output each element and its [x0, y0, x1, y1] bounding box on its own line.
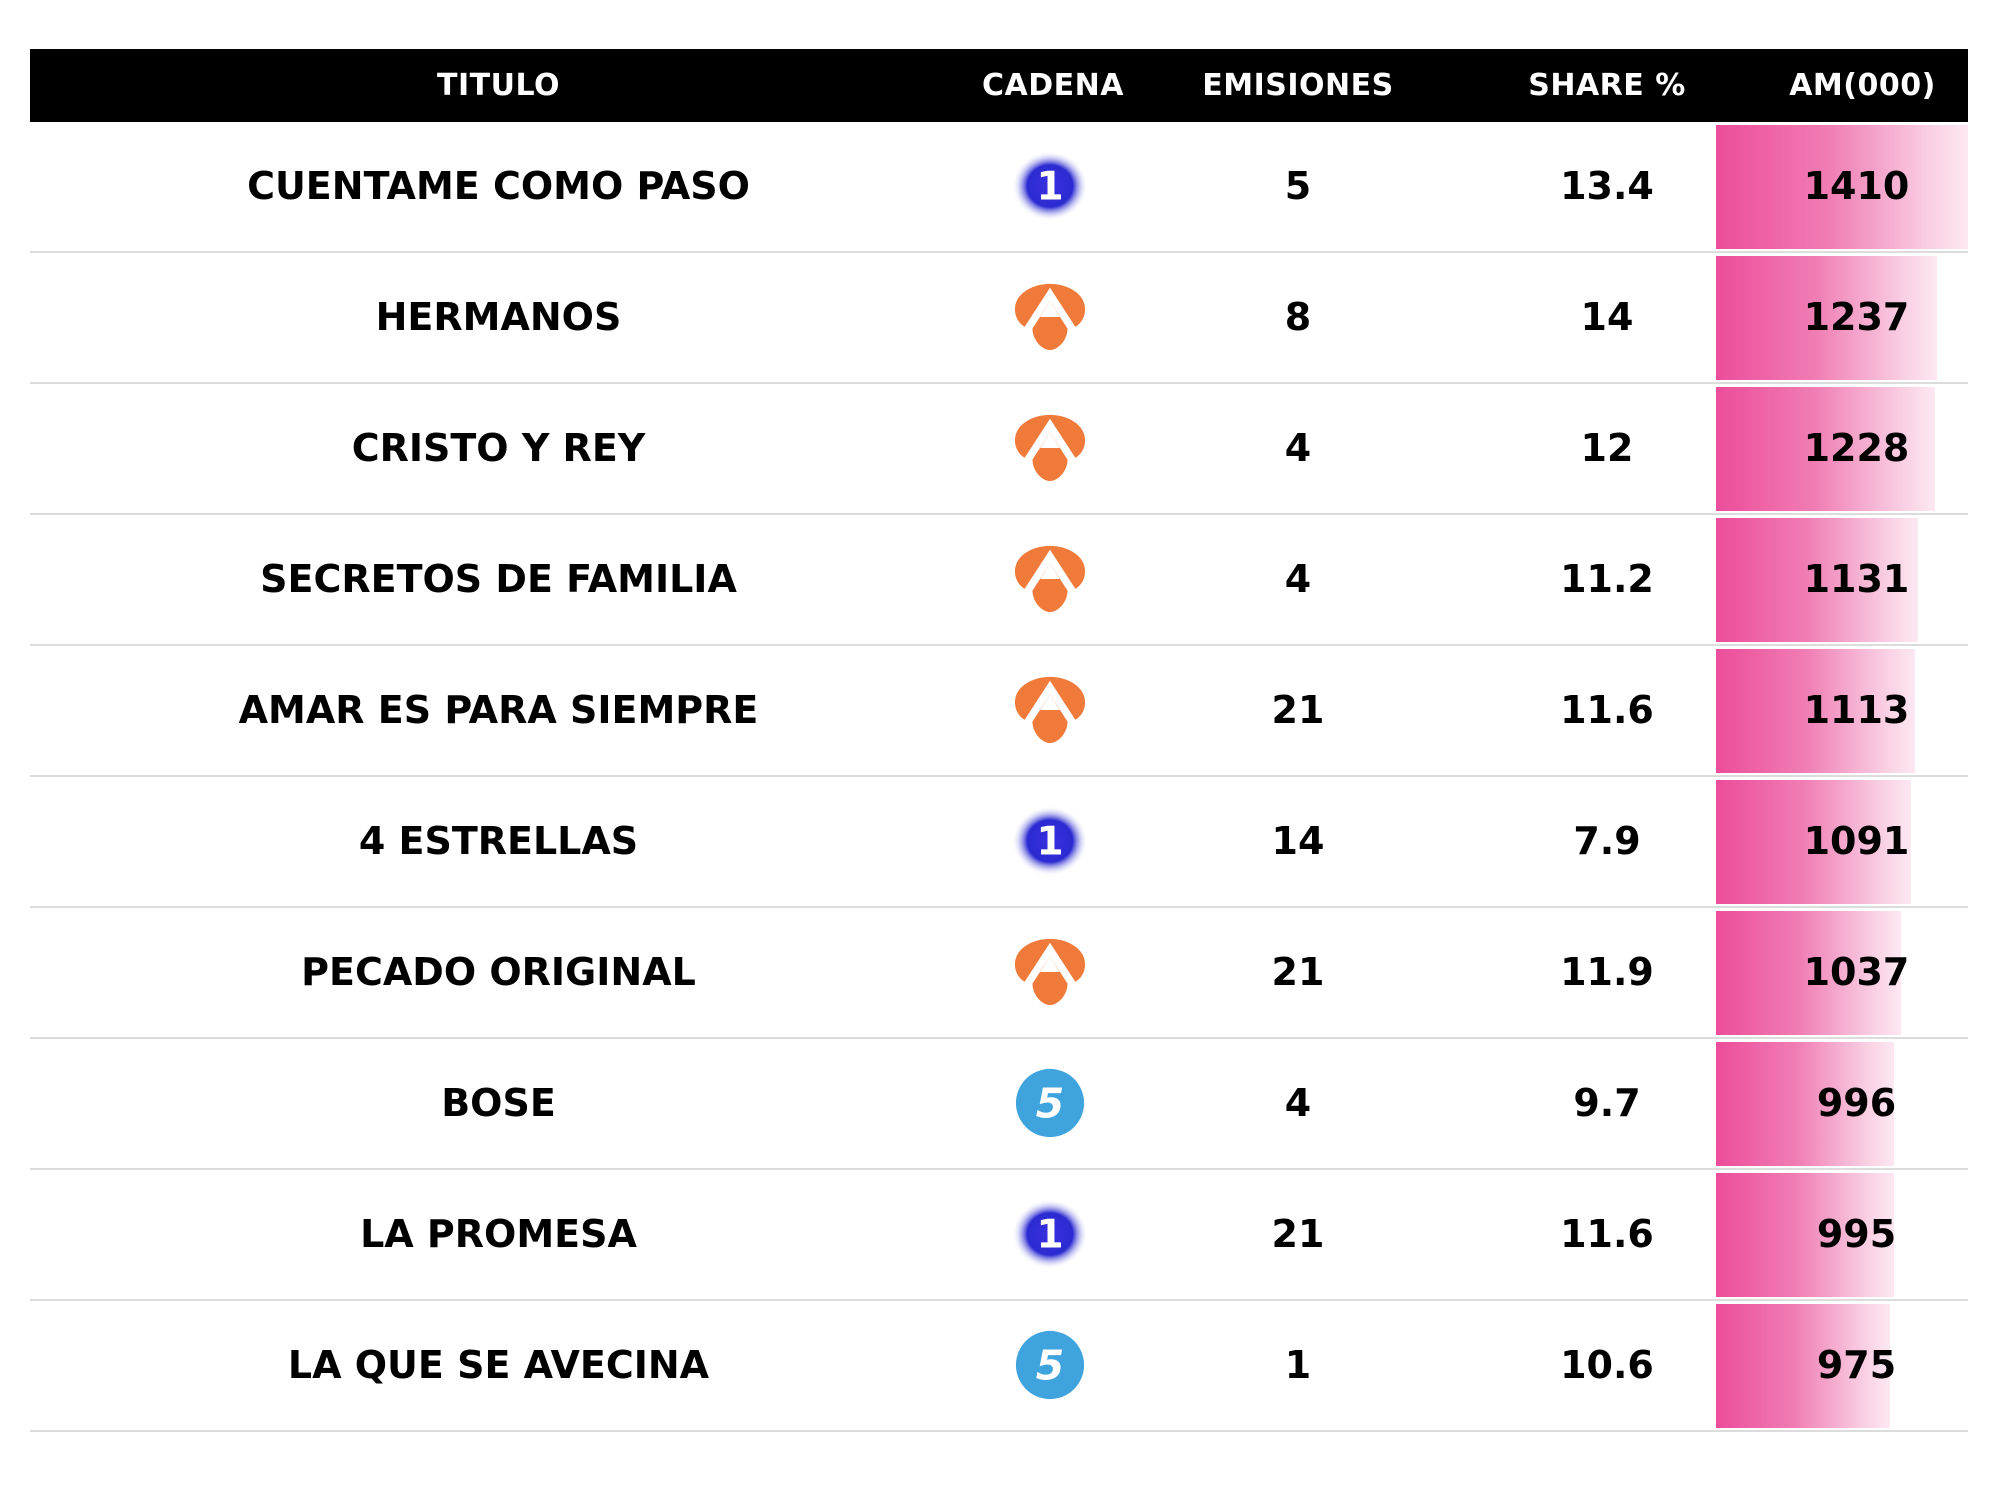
- la1-logo-icon: 1: [1011, 1197, 1089, 1271]
- emisiones-value: 1: [1284, 1343, 1312, 1387]
- program-title: LA QUE SE AVECINA: [287, 1343, 710, 1387]
- share-value: 11.9: [1560, 950, 1654, 994]
- emisiones-value: 4: [1284, 557, 1312, 601]
- header-titulo: TITULO: [437, 68, 560, 103]
- telecinco-logo-icon: 5: [1011, 1328, 1089, 1402]
- table-row: PECADO ORIGINAL 21 11.9 1037: [30, 908, 1968, 1039]
- program-title: HERMANOS: [375, 295, 622, 339]
- audience-value: 1410: [1803, 164, 1910, 208]
- audience-bar: [1716, 1173, 1894, 1297]
- audience-bar: [1716, 649, 1915, 773]
- audience-bar: [1716, 125, 1968, 249]
- audience-bar: [1716, 387, 1935, 511]
- svg-text:5: 5: [1036, 1080, 1064, 1128]
- audience-bar: [1716, 780, 1911, 904]
- audience-value: 975: [1816, 1343, 1897, 1387]
- emisiones-value: 5: [1284, 164, 1312, 208]
- table-row: HERMANOS 8 14 1237: [30, 253, 1968, 384]
- telecinco-logo-icon: 5: [1011, 1066, 1089, 1140]
- svg-text:1: 1: [1036, 820, 1063, 865]
- emisiones-value: 21: [1271, 950, 1325, 994]
- table-row: AMAR ES PARA SIEMPRE 21 11.6 1113: [30, 646, 1968, 777]
- table-header: TITULO CADENA EMISIONES SHARE % AM(000): [30, 49, 1968, 122]
- share-value: 10.6: [1560, 1343, 1654, 1387]
- audience-table: TITULO CADENA EMISIONES SHARE % AM(000) …: [30, 49, 1968, 1432]
- audience-value: 1113: [1803, 688, 1910, 732]
- emisiones-value: 4: [1284, 426, 1312, 470]
- table-row: LA QUE SE AVECINA 5 1 10.6 975: [30, 1301, 1968, 1432]
- audience-bar: [1716, 911, 1901, 1035]
- la1-logo-icon: 1: [1011, 149, 1089, 223]
- table-row: SECRETOS DE FAMILIA 4 11.2 1131: [30, 515, 1968, 646]
- table-row: 4 ESTRELLAS 1 14 7.9 1091: [30, 777, 1968, 908]
- program-title: SECRETOS DE FAMILIA: [260, 557, 737, 601]
- audience-value: 1228: [1803, 426, 1910, 470]
- share-value: 7.9: [1573, 819, 1641, 863]
- la1-logo-icon: 1: [1011, 804, 1089, 878]
- program-title: AMAR ES PARA SIEMPRE: [238, 688, 759, 732]
- header-cadena: CADENA: [982, 68, 1124, 103]
- svg-text:1: 1: [1036, 165, 1063, 210]
- program-title: BOSE: [441, 1081, 556, 1125]
- antena3-logo-icon: [1011, 411, 1089, 485]
- share-value: 9.7: [1573, 1081, 1641, 1125]
- svg-text:1: 1: [1036, 1213, 1063, 1258]
- program-title: LA PROMESA: [360, 1212, 637, 1256]
- share-value: 14: [1580, 295, 1634, 339]
- audience-value: 1131: [1803, 557, 1910, 601]
- share-value: 12: [1580, 426, 1634, 470]
- audience-value: 1037: [1803, 950, 1910, 994]
- antena3-logo-icon: [1011, 280, 1089, 354]
- program-title: CRISTO Y REY: [351, 426, 646, 470]
- table-row: CRISTO Y REY 4 12 1228: [30, 384, 1968, 515]
- audience-bar: [1716, 1042, 1894, 1166]
- header-am: AM(000): [1789, 68, 1936, 103]
- emisiones-value: 14: [1271, 819, 1325, 863]
- table-body: CUENTAME COMO PASO 1 5 13.4 1410 HERMANOS 8 14 1…: [30, 122, 1968, 1432]
- table-row: BOSE 5 4 9.7 996: [30, 1039, 1968, 1170]
- share-value: 11.6: [1560, 688, 1654, 732]
- antena3-logo-icon: [1011, 935, 1089, 1009]
- header-emisiones: EMISIONES: [1202, 68, 1394, 103]
- audience-value: 996: [1816, 1081, 1897, 1125]
- table-row: LA PROMESA 1 21 11.6 995: [30, 1170, 1968, 1301]
- audience-value: 995: [1816, 1212, 1897, 1256]
- share-value: 11.2: [1560, 557, 1654, 601]
- audience-value: 1237: [1803, 295, 1910, 339]
- antena3-logo-icon: [1011, 673, 1089, 747]
- share-value: 11.6: [1560, 1212, 1654, 1256]
- header-share: SHARE %: [1528, 68, 1686, 103]
- svg-text:5: 5: [1036, 1342, 1064, 1390]
- antena3-logo-icon: [1011, 542, 1089, 616]
- audience-bar: [1716, 1304, 1890, 1428]
- share-value: 13.4: [1560, 164, 1654, 208]
- audience-bar: [1716, 256, 1937, 380]
- emisiones-value: 8: [1284, 295, 1312, 339]
- program-title: 4 ESTRELLAS: [358, 819, 639, 863]
- emisiones-value: 4: [1284, 1081, 1312, 1125]
- audience-value: 1091: [1803, 819, 1910, 863]
- emisiones-value: 21: [1271, 688, 1325, 732]
- program-title: CUENTAME COMO PASO: [247, 164, 750, 208]
- table-row: CUENTAME COMO PASO 1 5 13.4 1410: [30, 122, 1968, 253]
- program-title: PECADO ORIGINAL: [301, 950, 696, 994]
- audience-bar: [1716, 518, 1918, 642]
- emisiones-value: 21: [1271, 1212, 1325, 1256]
